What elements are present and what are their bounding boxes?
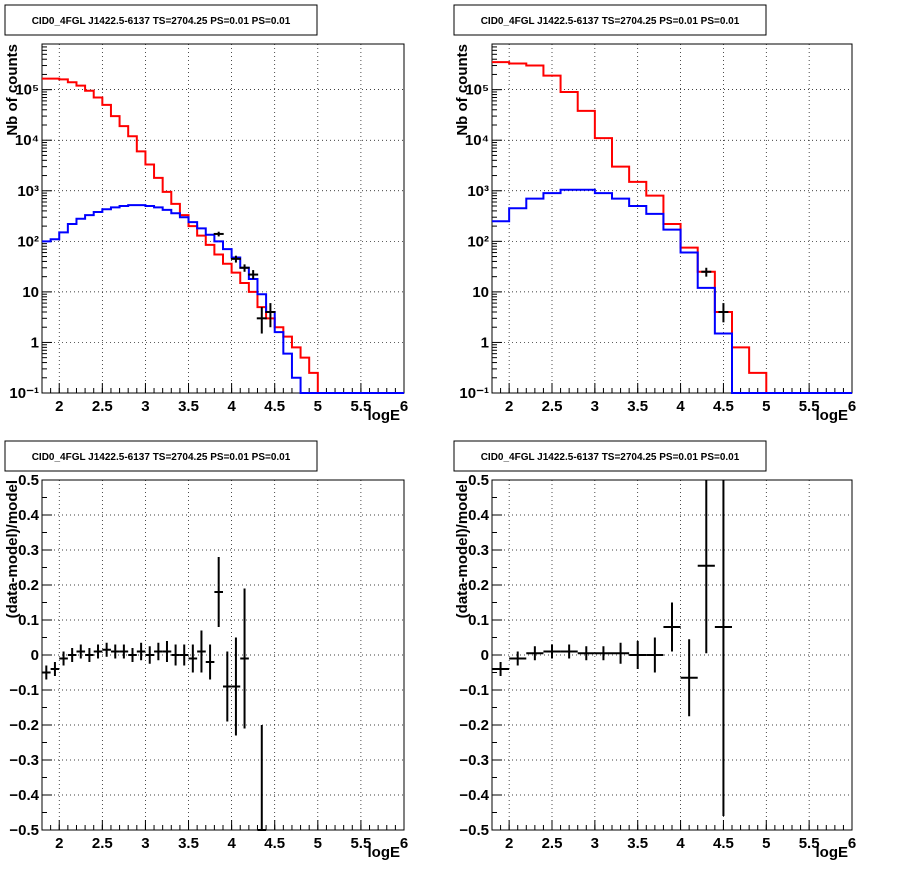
y-tick-label: −0.5	[459, 822, 489, 839]
chart-title: CID0_4FGL J1422.5-6137 TS=2704.25 PS=0.0…	[32, 452, 291, 463]
x-tick-label: 4	[676, 835, 685, 852]
y-tick-label: −0.1	[459, 682, 489, 699]
y-tick-label: −0.5	[9, 822, 39, 839]
chart-title: CID0_4FGL J1422.5-6137 TS=2704.25 PS=0.0…	[481, 452, 740, 463]
y-tick-label: 10²	[467, 233, 489, 250]
x-axis-label: logE	[368, 407, 401, 424]
x-tick-label: 4.5	[264, 835, 285, 852]
x-tick-label: 6	[848, 398, 856, 415]
chart-panel-bottom-left: 2 2.5 3 3.5 4 4.5 5 5.5 6 −0.5 −0.4 −0.3 −0.2 −0.1 0 0.…	[4, 440, 408, 861]
x-tick-label: 2.5	[542, 398, 563, 415]
x-tick-label: 5	[314, 835, 322, 852]
x-tick-label: 5.5	[350, 835, 371, 852]
y-tick-label: 10⁻¹	[459, 385, 489, 402]
y-tick-label: 0.1	[18, 612, 39, 629]
x-tick-label: 4	[227, 398, 236, 415]
x-tick-label: 5	[762, 398, 770, 415]
x-tick-label: 3	[591, 398, 599, 415]
x-tick-label: 2.5	[92, 398, 113, 415]
x-tick-label: 5	[314, 398, 322, 415]
y-tick-label: 10⁻¹	[9, 385, 39, 402]
x-tick-label: 2	[55, 398, 63, 415]
x-tick-label: 4.5	[713, 835, 734, 852]
x-tick-label: 3.5	[627, 835, 648, 852]
x-tick-label: 4.5	[264, 398, 285, 415]
chart-panel-top-right: 2 2.5 3 3.5 4 4.5 5 5.5 6 10⁻¹ 1 10 10² 10³ 10⁴ 10⁵ CID0…	[453, 4, 856, 424]
x-tick-label: 3	[141, 398, 149, 415]
chart-title-box	[453, 440, 767, 472]
x-axis-label: logE	[816, 844, 849, 861]
x-tick-label: 2	[505, 398, 513, 415]
y-tick-label: 0.3	[18, 542, 39, 559]
y-tick-label: 0.5	[468, 472, 489, 489]
y-tick-label: 0.4	[468, 507, 490, 524]
histogram-series-1	[42, 204, 404, 394]
x-tick-label: 3.5	[627, 398, 648, 415]
y-tick-label: 1	[31, 334, 39, 351]
y-tick-label: 0.3	[468, 542, 489, 559]
y-tick-label: 10⁵	[15, 82, 39, 99]
y-axis-label: (data-model)/model	[454, 480, 471, 618]
y-tick-label: 0.5	[18, 472, 39, 489]
x-tick-label: 6	[400, 835, 408, 852]
chart-title: CID0_4FGL J1422.5-6137 TS=2704.25 PS=0.0…	[32, 16, 291, 27]
chart-title-box	[4, 440, 318, 472]
chart-panel-top-left: 2 2.5 3 3.5 4 4.5 5 5.5 6 10⁻¹ 1 10 10² 10³ 10⁴ 10⁵ CID0…	[4, 4, 408, 424]
y-axis-label: Nb of counts	[4, 44, 21, 136]
y-tick-label: −0.4	[459, 787, 489, 804]
chart-title-box	[453, 4, 767, 36]
histogram-series-1	[492, 188, 852, 394]
x-tick-label: 2	[55, 835, 63, 852]
x-tick-label: 3.5	[178, 398, 199, 415]
x-tick-label: 4	[227, 835, 236, 852]
y-tick-label: 0.2	[468, 577, 489, 594]
y-tick-label: −0.1	[9, 682, 39, 699]
y-tick-label: −0.3	[459, 752, 489, 769]
x-tick-label: 5.5	[799, 835, 820, 852]
y-tick-label: −0.2	[9, 717, 39, 734]
x-tick-label: 2.5	[542, 835, 563, 852]
x-axis-label: logE	[368, 844, 401, 861]
y-tick-label: 0	[481, 647, 489, 664]
y-axis-label: Nb of counts	[454, 44, 471, 136]
y-tick-label: 10⁵	[465, 82, 489, 99]
y-tick-label: 10³	[467, 183, 489, 200]
y-tick-label: 10⁴	[465, 132, 489, 149]
x-tick-label: 4.5	[713, 398, 734, 415]
x-tick-label: 3	[141, 835, 149, 852]
y-tick-label: 10²	[17, 233, 39, 250]
y-tick-label: 10	[22, 284, 39, 301]
y-tick-label: −0.4	[9, 787, 39, 804]
x-tick-label: 6	[400, 398, 408, 415]
plot-frame	[491, 43, 853, 394]
y-tick-label: 0.4	[18, 507, 40, 524]
histogram-series-0	[492, 61, 852, 394]
chart-title: CID0_4FGL J1422.5-6137 TS=2704.25 PS=0.0…	[481, 16, 740, 27]
y-tick-label: 10	[472, 284, 489, 301]
histogram-series-0	[42, 77, 404, 394]
x-axis-label: logE	[816, 407, 849, 424]
y-tick-label: −0.2	[459, 717, 489, 734]
y-tick-label: 10³	[17, 183, 39, 200]
x-tick-label: 4	[676, 398, 685, 415]
y-tick-label: 10⁴	[15, 132, 39, 149]
x-tick-label: 5	[762, 835, 770, 852]
x-tick-label: 6	[848, 835, 856, 852]
x-tick-label: 5.5	[799, 398, 820, 415]
x-tick-label: 2.5	[92, 835, 113, 852]
y-tick-label: 1	[481, 334, 489, 351]
y-tick-label: −0.3	[9, 752, 39, 769]
y-tick-label: 0	[31, 647, 39, 664]
x-tick-label: 2	[505, 835, 513, 852]
chart-panel-bottom-right: 2 2.5 3 3.5 4 4.5 5 5.5 6 −0.5 −0.4 −0.3 −0.2 −0.1 0 0.…	[453, 440, 856, 861]
x-tick-label: 3.5	[178, 835, 199, 852]
y-tick-label: 0.1	[468, 612, 489, 629]
x-tick-label: 3	[591, 835, 599, 852]
y-tick-label: 0.2	[18, 577, 39, 594]
y-axis-label: (data-model)/model	[4, 480, 21, 618]
x-tick-label: 5.5	[350, 398, 371, 415]
chart-title-box	[4, 4, 318, 36]
plot-frame	[41, 43, 405, 394]
